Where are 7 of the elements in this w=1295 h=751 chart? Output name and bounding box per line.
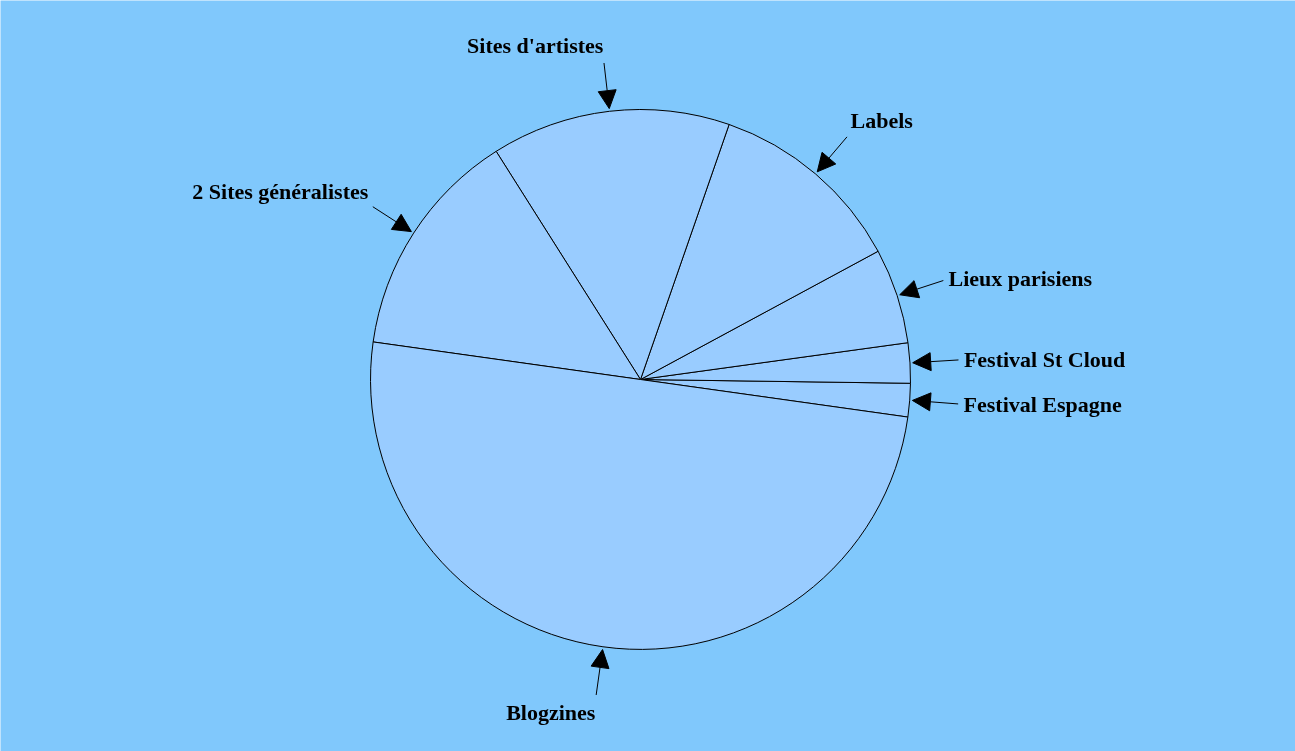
slice-label: 2 Sites généralistes	[192, 178, 369, 204]
slice-label: Festival St Cloud	[963, 347, 1126, 373]
slice-label: Sites d'artistes	[467, 32, 604, 58]
slice-label: Labels	[850, 107, 914, 133]
slice-label: Festival Espagne	[963, 391, 1123, 417]
slice-label: Lieux parisiens	[948, 266, 1093, 292]
slice-label: Blogzines	[506, 700, 596, 726]
